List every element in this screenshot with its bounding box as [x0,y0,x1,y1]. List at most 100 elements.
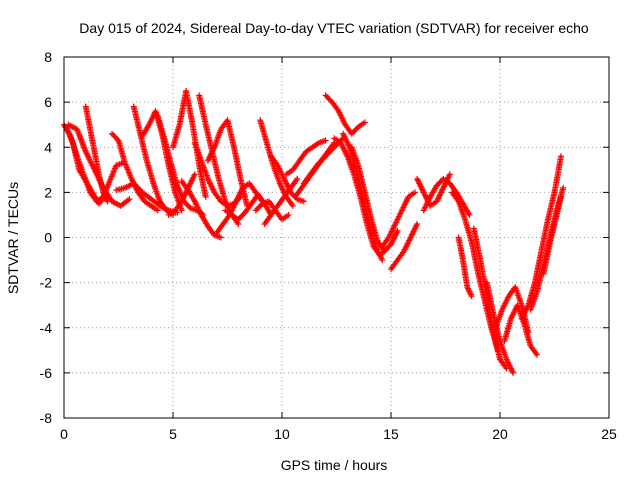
y-tick-label: 4 [44,139,52,155]
data-point [558,153,565,160]
data-point [328,147,335,154]
data-point [98,197,105,204]
data-point [126,196,133,203]
data-series [518,153,565,322]
data-point [294,175,301,182]
data-point [320,155,327,162]
data-point [329,146,336,153]
data-series [283,137,329,178]
data-point [239,212,246,219]
data-series [261,175,301,227]
data-points [61,87,567,376]
data-series [540,193,565,277]
data-point [350,129,357,136]
data-series [322,92,368,137]
data-series [348,144,401,255]
y-tick-label: 6 [44,94,52,110]
data-point [154,207,161,214]
data-point [325,95,332,102]
axis-ticks: 0 5 10 15 20 25 -8 -6 -4 -2 0 2 4 6 8 [40,49,617,442]
x-axis-label: GPS time / hours [281,457,388,473]
y-axis-label: SDTVAR / TECUs [5,182,21,294]
data-point [379,257,386,264]
data-point [385,243,392,250]
y-tick-label: -2 [40,275,53,291]
data-point [510,369,517,376]
y-tick-label: -4 [40,320,53,336]
data-series [455,234,475,300]
data-point [466,211,473,218]
data-point [255,204,262,211]
data-series [388,220,421,273]
y-tick-label: 2 [44,184,52,200]
data-point [316,159,323,166]
data-point [323,152,330,159]
data-point [326,148,333,155]
data-point [468,293,475,300]
data-point [433,182,440,189]
x-tick-label: 0 [60,426,68,442]
data-point [534,351,541,358]
data-point [352,126,359,133]
data-point [435,181,442,188]
data-point [256,203,263,210]
data-point [104,198,111,205]
data-point [394,227,401,234]
data-point [317,158,324,165]
data-series [483,279,517,376]
data-point [382,246,389,253]
data-point [287,189,294,196]
data-point [97,199,104,206]
data-point [381,248,388,255]
data-point [315,160,322,167]
data-point [191,171,198,178]
x-tick-label: 25 [601,426,617,442]
data-point [330,144,337,151]
x-tick-label: 15 [383,426,399,442]
data-point [285,211,292,218]
data-point [289,190,296,197]
data-point [236,215,243,222]
data-point [322,92,329,99]
data-point [108,130,115,137]
data-point [446,171,453,178]
data-point [178,207,185,214]
data-point [332,143,339,150]
data-point [348,130,355,137]
data-series [268,153,307,205]
data-point [110,132,117,139]
data-series [300,135,347,187]
data-series [63,123,109,207]
data-point [235,216,242,223]
data-series [501,302,541,358]
data-point [437,178,444,185]
data-point [202,193,209,200]
data-point [322,137,329,144]
x-tick-label: 5 [169,426,177,442]
data-point [217,234,224,241]
data-series [82,103,111,205]
data-point [414,220,421,227]
data-point [333,141,340,148]
data-point [436,179,443,186]
y-tick-label: 8 [44,49,52,65]
data-point [324,151,331,158]
data-point [558,193,565,200]
data-point [351,128,358,135]
data-point [289,202,296,209]
data-point [319,156,326,163]
data-point [184,202,191,209]
data-point [252,207,259,214]
data-point [300,198,307,205]
data-point [321,154,328,161]
data-point [111,133,118,140]
data-point [560,184,567,191]
data-point [325,150,332,157]
data-point [384,245,391,252]
data-point [254,206,261,213]
y-tick-label: -8 [40,410,53,426]
x-tick-label: 10 [274,426,290,442]
data-point [95,200,102,207]
